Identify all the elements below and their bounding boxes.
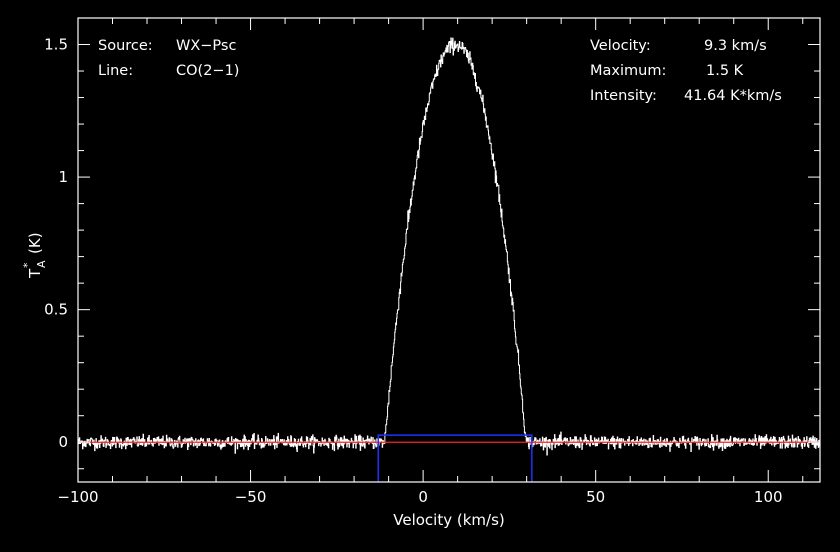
intensity-label: Intensity: bbox=[590, 88, 657, 104]
y-axis-title-main: T bbox=[26, 268, 44, 279]
y-tick-label: 0.5 bbox=[44, 301, 68, 319]
y-tick-label: 1 bbox=[58, 168, 68, 186]
y-axis-title-unit: (K) bbox=[26, 232, 44, 254]
x-tick-label: −50 bbox=[235, 488, 267, 506]
x-tick-label: 0 bbox=[418, 488, 428, 506]
x-tick-label: 50 bbox=[586, 488, 605, 506]
line-label: Line: bbox=[98, 63, 133, 79]
line-value: CO(2−1) bbox=[176, 63, 239, 79]
integration-window bbox=[377, 434, 533, 482]
x-tick-label: −100 bbox=[57, 488, 98, 506]
maximum-label: Maximum: bbox=[590, 63, 666, 79]
y-tick-label: 1.5 bbox=[44, 36, 68, 54]
plot-frame bbox=[77, 17, 821, 483]
y-axis-title: T * A (K) bbox=[21, 232, 48, 279]
spectrum-line bbox=[77, 37, 821, 456]
intensity-value: 41.64 K*km/s bbox=[684, 88, 782, 104]
source-value: WX−Psc bbox=[176, 38, 236, 54]
axis-layer: −100 −50 0 50 100 0 0.5 1 1.5 bbox=[44, 18, 820, 506]
x-tick-label: 100 bbox=[754, 488, 783, 506]
y-axis-title-sub: A bbox=[35, 260, 48, 268]
y-axis-title-sup: * bbox=[21, 262, 34, 268]
spectrum-layer bbox=[77, 37, 821, 482]
x-axis-title: Velocity (km/s) bbox=[393, 511, 504, 529]
y-tick-label: 0 bbox=[58, 433, 68, 451]
source-label: Source: bbox=[98, 38, 153, 54]
maximum-value: 1.5 K bbox=[706, 63, 744, 79]
velocity-label: Velocity: bbox=[590, 38, 651, 54]
velocity-value: 9.3 km/s bbox=[704, 38, 767, 54]
